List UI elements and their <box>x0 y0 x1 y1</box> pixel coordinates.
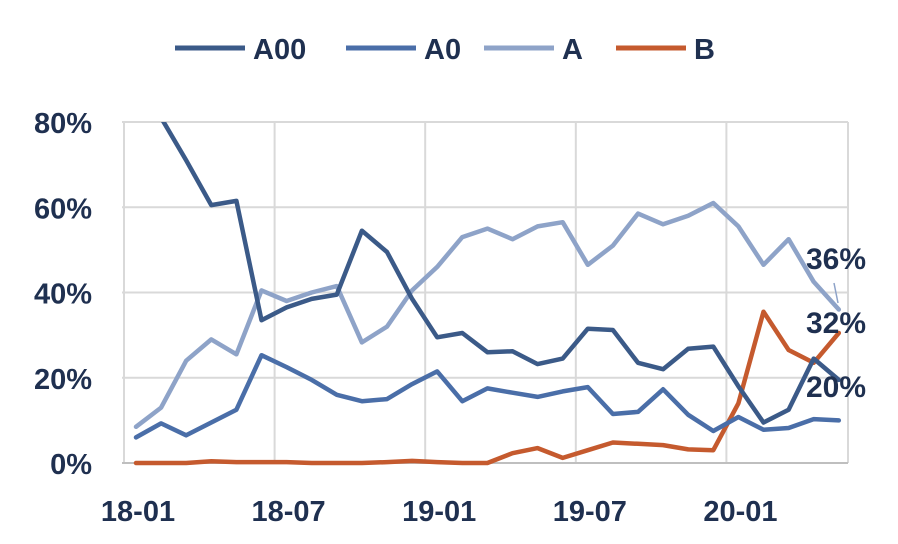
y-tick-label: 0% <box>50 449 92 481</box>
series-line-b <box>133 309 842 466</box>
x-tick-label: 19-07 <box>553 496 627 528</box>
y-tick-label: 60% <box>34 193 92 225</box>
legend-label-b: B <box>694 34 715 66</box>
y-tick-label: 20% <box>34 364 92 396</box>
end-value-label: 20% <box>806 371 866 404</box>
axes: 0% 20% 40% 60% 80% 18-01 18-07 19-01 19-07 20-01 <box>34 108 848 528</box>
y-tick-label: 40% <box>34 279 92 311</box>
legend-label-a: A <box>562 34 583 66</box>
annotations: 36% 32% 20% <box>806 243 866 404</box>
series-line-a <box>133 200 842 430</box>
gridlines <box>122 121 849 463</box>
series-line-a00 <box>161 122 842 425</box>
series-line-a0 <box>133 352 842 440</box>
x-tick-label: 19-01 <box>402 496 476 528</box>
series-lines <box>133 122 842 466</box>
x-tick-label: 18-07 <box>252 496 326 528</box>
y-tick-label: 80% <box>34 108 92 140</box>
legend: A00 A0 A B <box>175 34 715 66</box>
x-tick-label: 20-01 <box>703 496 777 528</box>
end-value-label: 32% <box>806 307 866 340</box>
x-tick-label: 18-01 <box>101 496 175 528</box>
legend-label-a0: A0 <box>424 34 461 66</box>
annotation-leader <box>833 282 839 304</box>
legend-label-a00: A00 <box>253 34 306 66</box>
end-value-label: 36% <box>806 243 866 276</box>
